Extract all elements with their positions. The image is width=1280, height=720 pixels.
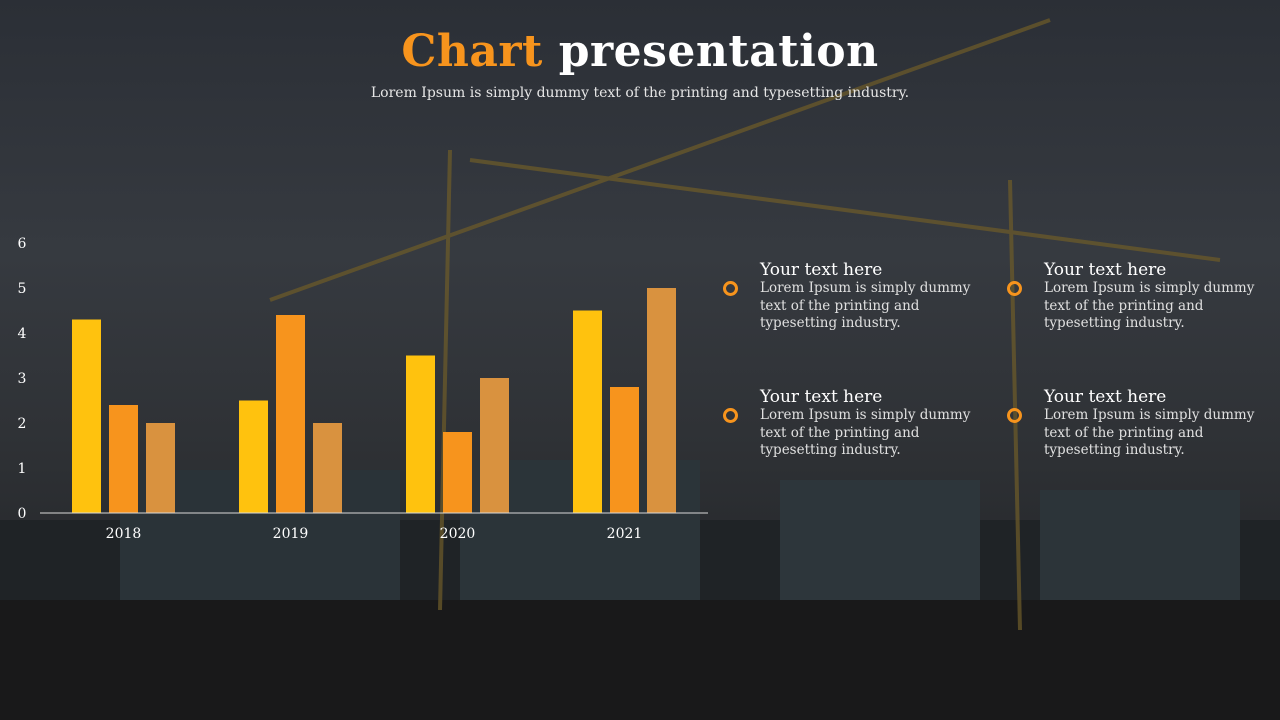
bar — [276, 315, 305, 513]
bar — [480, 378, 509, 513]
bar — [647, 288, 676, 513]
bar — [239, 400, 268, 513]
circle-bullet-icon — [723, 281, 738, 296]
circle-bullet-icon — [1007, 281, 1022, 296]
slide-subtitle: Lorem Ipsum is simply dummy text of the … — [370, 85, 910, 101]
info-text: Lorem Ipsum is simply dummy text of the … — [760, 407, 971, 458]
info-heading: Your text here — [1044, 260, 1167, 280]
info-text: Lorem Ipsum is simply dummy text of the … — [1044, 280, 1255, 331]
info-text: Lorem Ipsum is simply dummy text of the … — [760, 280, 971, 331]
bar — [406, 355, 435, 513]
bar — [610, 387, 639, 513]
y-tick-label: 1 — [18, 461, 27, 477]
info-text: Lorem Ipsum is simply dummy text of the … — [1044, 407, 1255, 458]
info-item: Your text here Lorem Ipsum is simply dum… — [723, 260, 990, 333]
info-item: Your text here Lorem Ipsum is simply dum… — [1007, 260, 1274, 333]
x-tick-label: 2021 — [607, 526, 643, 542]
y-tick-label: 4 — [18, 326, 27, 342]
y-tick-label: 2 — [18, 416, 27, 432]
circle-bullet-icon — [723, 408, 738, 423]
x-tick-label: 2018 — [106, 526, 142, 542]
x-tick-label: 2019 — [273, 526, 309, 542]
bar — [109, 405, 138, 513]
y-tick-label: 3 — [18, 371, 27, 387]
bar — [313, 423, 342, 513]
info-item: Your text here Lorem Ipsum is simply dum… — [1007, 387, 1274, 460]
title-accent: Chart — [401, 26, 543, 77]
title-rest: presentation — [558, 26, 879, 77]
info-heading: Your text here — [1044, 387, 1167, 407]
y-tick-label: 0 — [18, 506, 27, 522]
info-heading: Your text here — [760, 260, 883, 280]
info-heading: Your text here — [760, 387, 883, 407]
y-tick-label: 5 — [18, 281, 27, 297]
x-tick-label: 2020 — [440, 526, 476, 542]
bar — [443, 432, 472, 513]
y-tick-label: 6 — [18, 236, 27, 252]
circle-bullet-icon — [1007, 408, 1022, 423]
bar — [72, 319, 101, 513]
slide-title: Chart presentation — [0, 26, 1280, 77]
bar-chart: 0 1 2 3 4 5 6 2018 2019 2020 2021 — [18, 236, 708, 542]
bar — [573, 310, 602, 513]
bar — [146, 423, 175, 513]
info-item: Your text here Lorem Ipsum is simply dum… — [723, 387, 990, 460]
